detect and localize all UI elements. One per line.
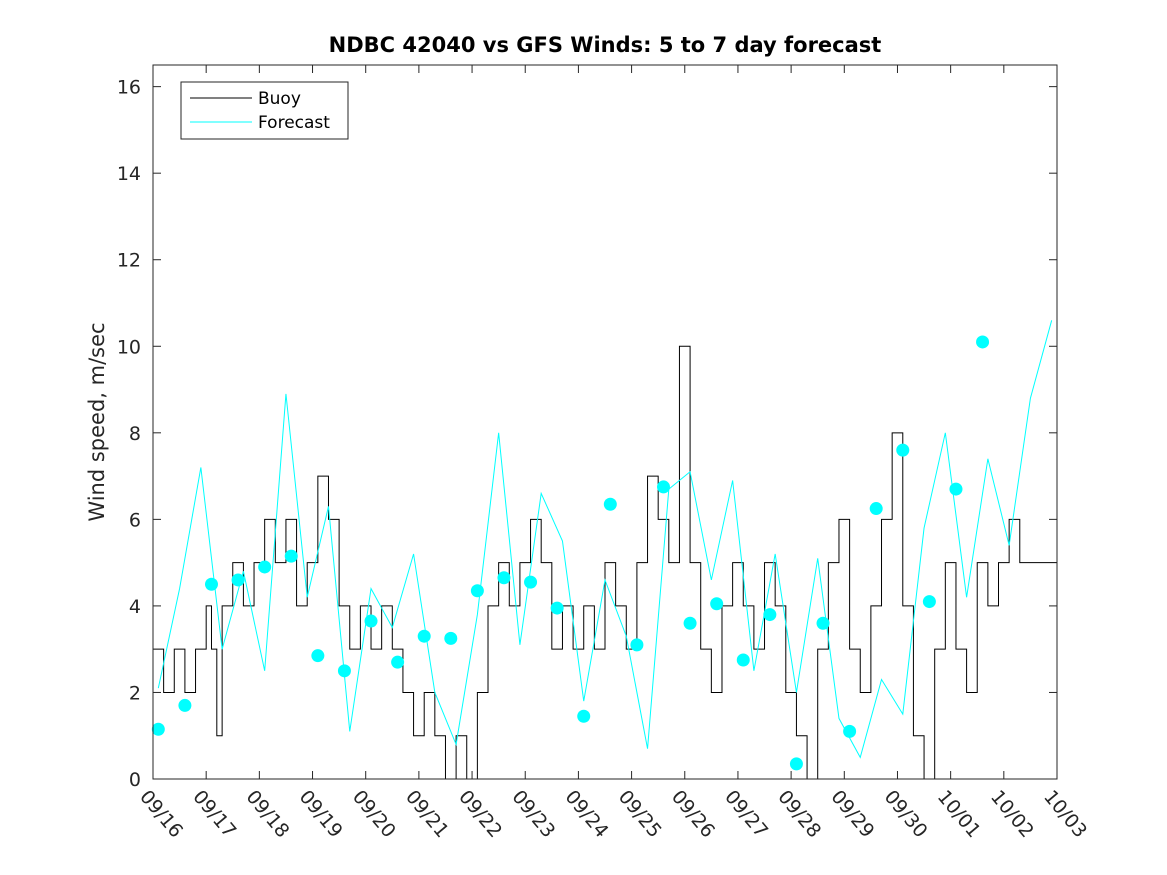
forecast-marker — [231, 573, 245, 587]
forecast-marker — [789, 757, 803, 771]
forecast-marker — [151, 722, 165, 736]
y-tick-label: 0 — [129, 769, 141, 791]
forecast-marker-layer — [151, 335, 990, 771]
forecast-marker — [284, 549, 298, 563]
forecast-marker — [922, 595, 936, 609]
forecast-marker — [417, 629, 431, 643]
plot-area — [153, 65, 1057, 779]
forecast-marker — [656, 480, 670, 494]
y-tick-label: 14 — [117, 163, 141, 185]
legend: Buoy Forecast — [180, 81, 349, 140]
forecast-marker — [497, 571, 511, 585]
forecast-marker — [736, 653, 750, 667]
forecast-marker — [444, 631, 458, 645]
forecast-marker — [204, 577, 218, 591]
plot-frame — [152, 64, 1058, 780]
forecast-marker — [896, 443, 910, 457]
forecast-series-line — [157, 320, 1053, 759]
forecast-marker — [630, 638, 644, 652]
y-tick-label: 8 — [129, 423, 141, 445]
forecast-marker — [603, 497, 617, 511]
series-layer — [153, 320, 1057, 780]
buoy-series-line — [153, 345, 1057, 780]
forecast-marker — [869, 502, 883, 516]
forecast-marker — [949, 482, 963, 496]
forecast-marker — [816, 616, 830, 630]
y-axis-label: Wind speed, m/sec — [85, 322, 109, 521]
legend-buoy-label: Buoy — [258, 89, 301, 109]
y-tick-label: 12 — [117, 250, 141, 272]
forecast-marker — [337, 664, 351, 678]
legend-box — [180, 81, 349, 140]
forecast-marker — [258, 560, 272, 574]
y-tick-label: 4 — [129, 596, 141, 618]
forecast-marker — [178, 698, 192, 712]
forecast-marker — [470, 584, 484, 598]
forecast-marker — [550, 601, 564, 615]
y-tick-label: 6 — [129, 509, 141, 531]
chart-title: NDBC 42040 vs GFS Winds: 5 to 7 day fore… — [329, 33, 882, 57]
forecast-marker — [577, 709, 591, 723]
forecast-marker — [524, 575, 538, 589]
y-tick-label: 16 — [117, 77, 141, 99]
legend-forecast-label: Forecast — [258, 113, 330, 133]
forecast-marker — [843, 724, 857, 738]
forecast-marker — [311, 649, 325, 663]
forecast-marker — [763, 608, 777, 622]
forecast-marker — [710, 597, 724, 611]
forecast-marker — [391, 655, 405, 669]
y-tick-label: 2 — [129, 682, 141, 704]
forecast-marker — [683, 616, 697, 630]
y-tick-label: 10 — [117, 336, 141, 358]
forecast-marker — [364, 614, 378, 628]
forecast-marker — [976, 335, 990, 349]
